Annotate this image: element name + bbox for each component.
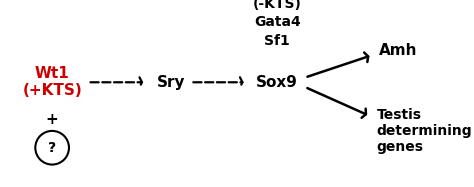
- Text: Amh: Amh: [379, 43, 418, 58]
- Text: Sox9: Sox9: [256, 75, 298, 90]
- Text: Sry: Sry: [156, 75, 185, 90]
- Text: Wt1
(-KTS)
Gata4
Sf1: Wt1 (-KTS) Gata4 Sf1: [253, 0, 302, 48]
- Text: Wt1
(+KTS): Wt1 (+KTS): [22, 66, 82, 99]
- Text: +: +: [46, 112, 58, 127]
- Text: ?: ?: [48, 141, 56, 155]
- Text: Testis
determining
genes: Testis determining genes: [377, 108, 473, 154]
